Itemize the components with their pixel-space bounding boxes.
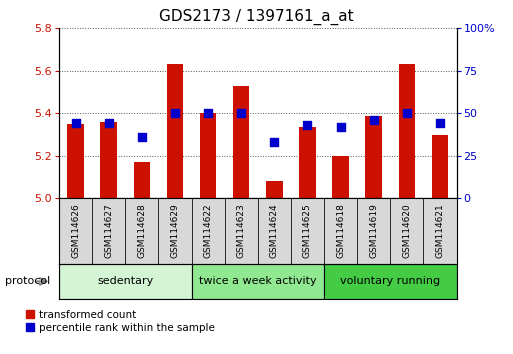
Point — [237, 110, 245, 116]
Text: GSM114623: GSM114623 — [236, 204, 246, 258]
Text: GSM114619: GSM114619 — [369, 204, 378, 258]
Bar — [92, 198, 125, 264]
Text: GSM114620: GSM114620 — [402, 204, 411, 258]
Bar — [200, 113, 216, 198]
Bar — [191, 264, 324, 299]
Bar — [225, 198, 258, 264]
Point — [137, 134, 146, 140]
Bar — [258, 198, 291, 264]
Text: GSM114626: GSM114626 — [71, 204, 80, 258]
Bar — [59, 264, 191, 299]
Text: protocol: protocol — [5, 276, 50, 286]
Text: GSM114627: GSM114627 — [104, 204, 113, 258]
Text: twice a week activity: twice a week activity — [199, 276, 317, 286]
Bar — [67, 124, 84, 198]
Bar — [291, 198, 324, 264]
Bar — [365, 116, 382, 198]
Bar — [159, 198, 191, 264]
Bar — [233, 86, 249, 198]
Bar — [423, 198, 457, 264]
Point — [270, 139, 279, 145]
Text: GSM114624: GSM114624 — [270, 204, 279, 258]
Point — [171, 110, 179, 116]
Text: sedentary: sedentary — [97, 276, 153, 286]
Bar — [167, 64, 183, 198]
Bar — [101, 122, 117, 198]
Bar — [191, 198, 225, 264]
Bar — [432, 135, 448, 198]
Bar — [390, 198, 423, 264]
Bar — [332, 156, 349, 198]
Bar — [125, 198, 159, 264]
Text: GSM114629: GSM114629 — [170, 204, 180, 258]
Point — [436, 121, 444, 126]
Bar — [266, 181, 283, 198]
Bar — [133, 162, 150, 198]
Text: GSM114618: GSM114618 — [336, 204, 345, 258]
Text: GDS2173 / 1397161_a_at: GDS2173 / 1397161_a_at — [159, 9, 354, 25]
Bar — [399, 64, 415, 198]
Text: GSM114625: GSM114625 — [303, 204, 312, 258]
Bar — [324, 198, 357, 264]
Point — [71, 121, 80, 126]
Bar — [299, 127, 316, 198]
Point — [303, 122, 311, 128]
Point — [204, 110, 212, 116]
Point — [337, 124, 345, 130]
Text: GSM114628: GSM114628 — [137, 204, 146, 258]
Point — [403, 110, 411, 116]
Text: GSM114621: GSM114621 — [436, 204, 444, 258]
Bar — [324, 264, 457, 299]
Point — [370, 117, 378, 123]
Text: GSM114622: GSM114622 — [204, 204, 212, 258]
Text: voluntary running: voluntary running — [340, 276, 440, 286]
Legend: transformed count, percentile rank within the sample: transformed count, percentile rank withi… — [26, 310, 215, 333]
Bar — [59, 198, 92, 264]
Point — [105, 121, 113, 126]
Bar — [357, 198, 390, 264]
